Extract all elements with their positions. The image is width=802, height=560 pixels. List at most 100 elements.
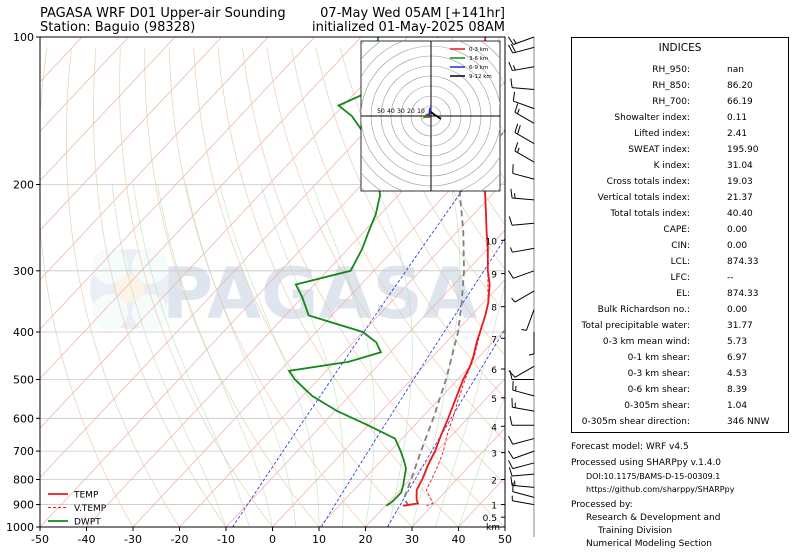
hodograph-legend-label: 0-3 km (469, 47, 488, 53)
watermark-text: PAGASA (162, 253, 477, 335)
y-tick-label: 900 (13, 499, 34, 512)
index-row: SWEAT index: 195.90 (572, 145, 788, 159)
index-label: 0-305m shear: (624, 401, 690, 411)
wind-barb (509, 370, 534, 380)
indices-panel: INDICES RH_950: nan RH_850: 86.20 RH_700: 66.… (571, 37, 789, 433)
x-tick-label: 30 (405, 533, 419, 546)
moist-adiabat (111, 184, 227, 527)
barb-staff (514, 150, 535, 163)
barb-feather (509, 416, 513, 426)
barb-feather (514, 123, 519, 133)
height-label: 3 (491, 450, 497, 460)
index-value: 8.39 (727, 385, 748, 395)
barb-feather (507, 36, 514, 45)
barb-feather (508, 370, 516, 378)
moist-adiabat (260, 184, 345, 527)
barb-feather (517, 125, 521, 135)
index-value: 86.20 (727, 81, 753, 91)
index-value: 31.77 (727, 321, 753, 331)
x-tick-label: -40 (78, 533, 96, 546)
index-value: 31.04 (727, 161, 753, 171)
height-label: 0.5 (483, 514, 497, 524)
index-value: 195.90 (727, 145, 759, 155)
barb-staff (512, 491, 535, 498)
barb-half-feather (513, 38, 517, 44)
wind-barb (507, 36, 535, 45)
x-tick-label: -20 (171, 533, 189, 546)
height-label: 9 (491, 271, 497, 281)
chart-legend: TEMP V.TEMP DWPT (48, 491, 107, 528)
index-label: RH_700: (652, 97, 690, 107)
wind-barb (510, 78, 535, 91)
barb-feather (508, 467, 513, 477)
dry-adiabat (315, 47, 505, 400)
hodograph-ring-label: 30 (397, 108, 405, 115)
y-tick-label: 200 (13, 179, 34, 192)
isotherm-line (365, 378, 505, 527)
x-tick-label: 40 (452, 533, 466, 546)
barb-staff (513, 450, 535, 460)
barb-half-feather (511, 297, 516, 303)
indices-title: INDICES (658, 42, 702, 54)
isotherm-line (40, 37, 362, 380)
index-value: 874.33 (727, 257, 759, 267)
barb-staff (526, 309, 535, 331)
org-line-1: Research & Development and (586, 513, 721, 523)
dry-adiabat (40, 47, 134, 527)
barb-feather (510, 188, 513, 199)
isotherm-line (40, 37, 130, 132)
series-dwpt (287, 37, 407, 507)
height-label: 4 (491, 423, 497, 433)
wind-barb (508, 43, 535, 54)
barb-feather (510, 476, 513, 486)
y-tick-label: 400 (13, 326, 34, 339)
y-tick-label: 100 (13, 31, 34, 44)
moist-adiabat (411, 184, 461, 527)
index-label: LFC: (670, 273, 690, 283)
barb-staff (512, 46, 535, 54)
moist-adiabat (376, 184, 413, 527)
legend-label: TEMP (73, 491, 99, 501)
index-row: Cross totals index: 19.03 (572, 177, 788, 191)
height-unit: km (486, 523, 500, 533)
barb-feather (512, 91, 516, 102)
chart-title: PAGASA WRF D01 Upper-air Sounding (40, 6, 286, 21)
wind-barb (512, 380, 535, 397)
index-row: Total totals index: 40.40 (572, 209, 788, 223)
moist-adiabat (312, 184, 375, 527)
index-value: 6.97 (727, 353, 748, 363)
x-tick-label: -50 (31, 533, 49, 546)
wind-barb (511, 495, 535, 506)
moist-adiabat (133, 184, 250, 527)
hodograph-ring-label: 20 (407, 108, 415, 115)
wind-barb (514, 123, 535, 145)
forecast-model: Forecast model: WRF v4.5 (571, 442, 689, 452)
dry-adiabat (217, 47, 460, 527)
index-row: Lifted index: 2.41 (572, 129, 788, 143)
index-label: RH_950: (652, 65, 690, 75)
index-row: K index: 31.04 (572, 161, 788, 175)
y-tick-label: 500 (13, 373, 34, 386)
index-value: 1.04 (727, 401, 748, 411)
index-value: -- (727, 273, 734, 283)
barb-staff (512, 66, 535, 72)
x-tick-label: 10 (312, 533, 326, 546)
index-label: RH_850: (652, 81, 690, 91)
barb-staff (512, 500, 535, 506)
index-row: RH_850: 86.20 (572, 81, 788, 95)
index-value: 4.53 (727, 369, 748, 379)
wind-barb (508, 61, 535, 72)
index-label: CAPE: (663, 225, 690, 235)
barb-staff (512, 222, 535, 226)
index-label: Total precipitable water: (581, 321, 690, 331)
dry-adiabat (388, 47, 505, 270)
mixing-ratio-line (321, 237, 505, 527)
wind-barb (508, 216, 535, 226)
barb-staff (512, 406, 535, 412)
index-row: 0-3 km mean wind: 5.73 (572, 337, 788, 351)
index-row: Showalter index: 0.11 (572, 113, 788, 127)
index-label: 0-3 km shear: (627, 369, 690, 379)
legend-label: V.TEMP (74, 504, 107, 514)
barb-feather (509, 370, 513, 380)
dry-adiabat (536, 47, 571, 537)
